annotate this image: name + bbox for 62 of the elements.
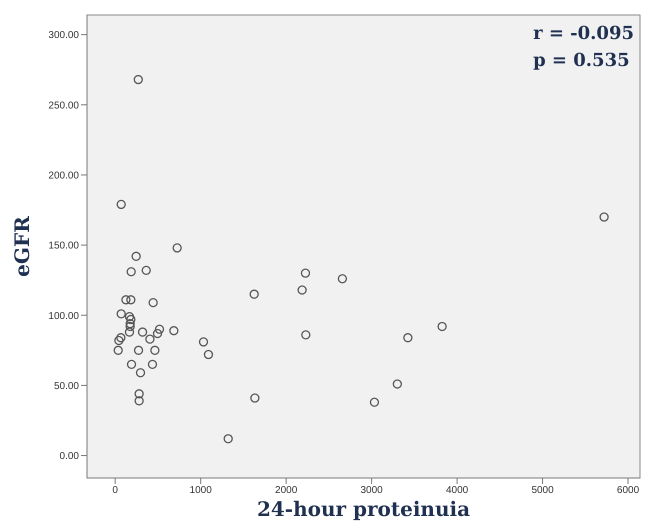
- point: [124, 312, 134, 322]
- point: [437, 322, 447, 332]
- point: [138, 327, 148, 337]
- point: [204, 350, 214, 360]
- point: [148, 360, 158, 370]
- point: [136, 368, 146, 378]
- point: [134, 396, 144, 406]
- point: [124, 327, 134, 337]
- point: [150, 346, 160, 355]
- point: [121, 295, 131, 304]
- y-tick-label: 50.00: [54, 380, 80, 392]
- annotation: r = -0.095: [533, 22, 634, 46]
- point: [126, 360, 136, 370]
- point: [116, 200, 126, 210]
- y-axis-title: eGFR: [10, 216, 34, 277]
- y-tick-label: 100.00: [48, 310, 80, 322]
- x-tick-label: 5000: [531, 485, 554, 496]
- point: [134, 74, 143, 84]
- x-tick-label: 3000: [360, 485, 384, 496]
- point: [152, 328, 162, 338]
- y-tick-label: 250.00: [48, 100, 80, 112]
- point: [172, 243, 182, 253]
- y-tick-label: 150.00: [48, 240, 80, 252]
- x-tick-label: 1000: [190, 485, 212, 496]
- point: [116, 333, 126, 342]
- point: [145, 334, 155, 344]
- point: [297, 285, 307, 295]
- x-tick-label: 0: [112, 485, 118, 496]
- point: [134, 389, 144, 398]
- point: [250, 393, 260, 403]
- point: [148, 298, 158, 308]
- annotation: p = 0.535: [533, 49, 631, 73]
- point: [126, 314, 136, 324]
- point: [599, 212, 609, 222]
- x-tick-label: 6000: [616, 485, 640, 496]
- y-tick-label: 200.00: [48, 170, 80, 182]
- point: [338, 274, 348, 284]
- point: [126, 295, 136, 304]
- point: [126, 322, 135, 332]
- point: [370, 398, 380, 407]
- x-tick-label: 4000: [446, 485, 469, 496]
- point: [301, 330, 310, 340]
- y-tick-label: 0.00: [60, 451, 80, 462]
- x-tick-label: 2000: [275, 485, 298, 496]
- point: [114, 336, 124, 346]
- y-tick-label: 300.00: [48, 30, 80, 42]
- point: [250, 290, 259, 299]
- point: [403, 333, 413, 342]
- point: [126, 319, 135, 328]
- point: [126, 267, 136, 276]
- point: [114, 346, 123, 355]
- x-axis-title: 24-hour proteinuia: [256, 497, 470, 522]
- point: [198, 337, 208, 347]
- point: [134, 346, 144, 355]
- point: [169, 326, 178, 336]
- point: [142, 266, 151, 275]
- point: [392, 379, 402, 389]
- point: [224, 434, 233, 444]
- point: [300, 268, 310, 278]
- point: [116, 309, 126, 318]
- point: [154, 324, 164, 334]
- point: [131, 252, 141, 261]
